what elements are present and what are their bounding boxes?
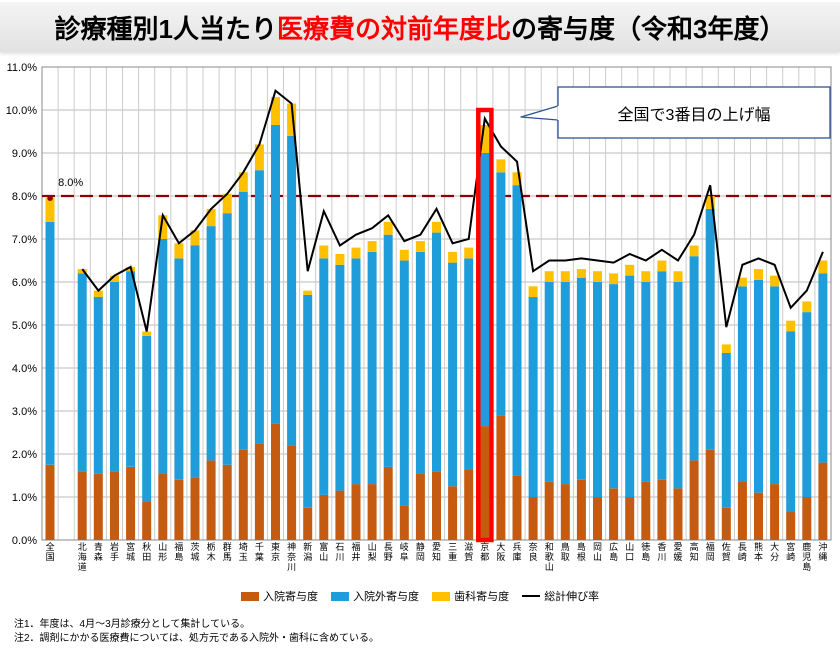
svg-text:山梨: 山梨 xyxy=(368,542,377,562)
svg-text:福岡: 福岡 xyxy=(706,541,715,562)
svg-text:11.0%: 11.0% xyxy=(7,62,38,74)
svg-text:10.0%: 10.0% xyxy=(6,105,37,117)
svg-text:香川: 香川 xyxy=(657,542,666,562)
svg-text:徳島: 徳島 xyxy=(641,541,650,562)
svg-text:群馬: 群馬 xyxy=(223,541,232,562)
svg-text:茨城: 茨城 xyxy=(190,541,199,562)
svg-text:8.0%: 8.0% xyxy=(12,191,37,203)
svg-text:熊本: 熊本 xyxy=(754,541,763,562)
svg-text:秋田: 秋田 xyxy=(142,541,151,562)
svg-text:岐阜: 岐阜 xyxy=(400,541,409,562)
svg-text:0.0%: 0.0% xyxy=(12,535,37,547)
svg-text:宮崎: 宮崎 xyxy=(786,541,795,562)
svg-text:石川: 石川 xyxy=(335,542,344,562)
svg-text:佐賀: 佐賀 xyxy=(722,541,731,562)
svg-text:福島: 福島 xyxy=(174,541,183,562)
svg-text:岡山: 岡山 xyxy=(593,542,602,562)
svg-text:大分: 大分 xyxy=(770,541,779,562)
svg-text:広島: 広島 xyxy=(609,541,618,562)
svg-text:大阪: 大阪 xyxy=(496,541,505,562)
svg-text:島根: 島根 xyxy=(577,541,586,562)
svg-text:和歌山: 和歌山 xyxy=(545,542,554,572)
svg-text:富山: 富山 xyxy=(319,541,328,562)
svg-text:岩手: 岩手 xyxy=(110,541,119,562)
svg-text:京都: 京都 xyxy=(480,541,489,562)
svg-text:宮城: 宮城 xyxy=(126,541,135,562)
svg-text:5.0%: 5.0% xyxy=(12,320,37,332)
svg-text:山口: 山口 xyxy=(625,542,634,562)
svg-text:埼玉: 埼玉 xyxy=(239,541,248,562)
svg-text:兵庫: 兵庫 xyxy=(512,541,521,562)
svg-text:長野: 長野 xyxy=(384,542,393,562)
svg-text:3.0%: 3.0% xyxy=(12,406,37,418)
svg-text:7.0%: 7.0% xyxy=(12,234,37,246)
svg-text:三重: 三重 xyxy=(448,542,457,562)
svg-text:鳥取: 鳥取 xyxy=(561,541,570,562)
svg-text:東京: 東京 xyxy=(271,541,280,562)
svg-text:高知: 高知 xyxy=(690,541,699,562)
svg-text:9.0%: 9.0% xyxy=(12,148,37,160)
svg-text:1.0%: 1.0% xyxy=(12,492,37,504)
svg-text:6.0%: 6.0% xyxy=(12,277,37,289)
svg-text:8.0%: 8.0% xyxy=(58,177,83,189)
svg-text:山形: 山形 xyxy=(158,542,167,562)
svg-text:神奈川: 神奈川 xyxy=(287,541,296,572)
svg-text:沖縄: 沖縄 xyxy=(818,541,827,562)
svg-text:4.0%: 4.0% xyxy=(12,363,37,375)
svg-text:静岡: 静岡 xyxy=(416,541,425,562)
svg-text:長崎: 長崎 xyxy=(738,542,747,562)
svg-text:滋賀: 滋賀 xyxy=(464,541,473,562)
svg-text:鹿児島: 鹿児島 xyxy=(802,541,811,572)
svg-text:愛媛: 愛媛 xyxy=(673,541,682,562)
svg-text:青森: 青森 xyxy=(94,541,103,562)
svg-text:栃木: 栃木 xyxy=(207,541,216,562)
svg-text:新潟: 新潟 xyxy=(303,541,312,562)
svg-text:2.0%: 2.0% xyxy=(12,449,37,461)
svg-text:福井: 福井 xyxy=(351,541,360,562)
svg-text:愛知: 愛知 xyxy=(432,541,441,562)
svg-text:北海道: 北海道 xyxy=(78,542,87,572)
svg-text:全国: 全国 xyxy=(46,541,55,562)
svg-text:奈良: 奈良 xyxy=(529,541,538,562)
svg-text:千葉: 千葉 xyxy=(255,542,264,562)
